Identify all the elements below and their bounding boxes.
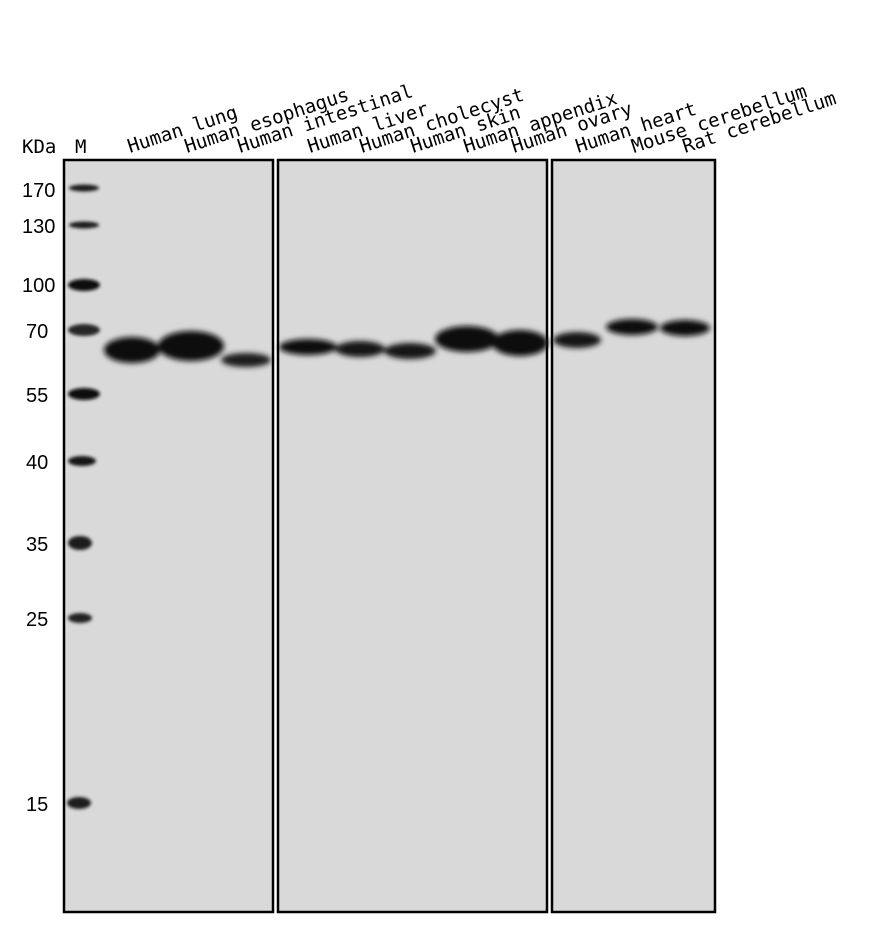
marker-label-100: 100 bbox=[22, 275, 55, 297]
kda-unit-label: KDa bbox=[22, 136, 56, 158]
band-human-intestinal bbox=[221, 353, 271, 367]
marker-label-25: 25 bbox=[26, 609, 48, 631]
marker-lane-label: M bbox=[75, 136, 86, 158]
membrane-panels bbox=[62, 158, 717, 914]
ladder-band-130 bbox=[69, 221, 99, 229]
ladder-bands bbox=[67, 184, 100, 809]
ladder-band-55 bbox=[68, 388, 100, 400]
band-rat-cerebellum bbox=[660, 320, 710, 336]
membrane-panel-2 bbox=[276, 158, 549, 914]
ladder-band-70 bbox=[68, 324, 100, 336]
band-human-cholecyst bbox=[335, 341, 385, 357]
band-human-liver bbox=[279, 339, 337, 355]
marker-label-130: 130 bbox=[22, 216, 55, 238]
marker-labels: 170 130 100 70 55 40 35 25 15 bbox=[22, 180, 55, 816]
band-human-lung bbox=[104, 337, 160, 363]
marker-label-170: 170 bbox=[22, 180, 55, 202]
band-human-appendix bbox=[435, 326, 499, 352]
band-human-esophagus bbox=[158, 331, 224, 361]
marker-label-15: 15 bbox=[26, 794, 48, 816]
marker-label-70: 70 bbox=[26, 321, 48, 343]
ladder-band-100 bbox=[68, 279, 100, 291]
membrane-panel-1 bbox=[62, 158, 275, 914]
sample-bands bbox=[104, 319, 710, 367]
ladder-band-25 bbox=[68, 613, 92, 623]
band-human-ovary bbox=[492, 330, 548, 356]
band-human-heart bbox=[553, 332, 601, 348]
membrane-panel-3 bbox=[550, 158, 717, 914]
marker-label-55: 55 bbox=[26, 385, 48, 407]
ladder-band-15 bbox=[67, 797, 91, 809]
marker-label-35: 35 bbox=[26, 534, 48, 556]
band-mouse-cerebellum bbox=[606, 319, 658, 335]
band-human-skin bbox=[384, 343, 436, 359]
ladder-band-40 bbox=[68, 456, 96, 466]
ladder-band-35 bbox=[68, 536, 92, 550]
lane-labels: Human lung Human esophagus Human intesti… bbox=[125, 80, 839, 157]
ladder-band-170 bbox=[69, 184, 99, 192]
marker-label-40: 40 bbox=[26, 452, 48, 474]
